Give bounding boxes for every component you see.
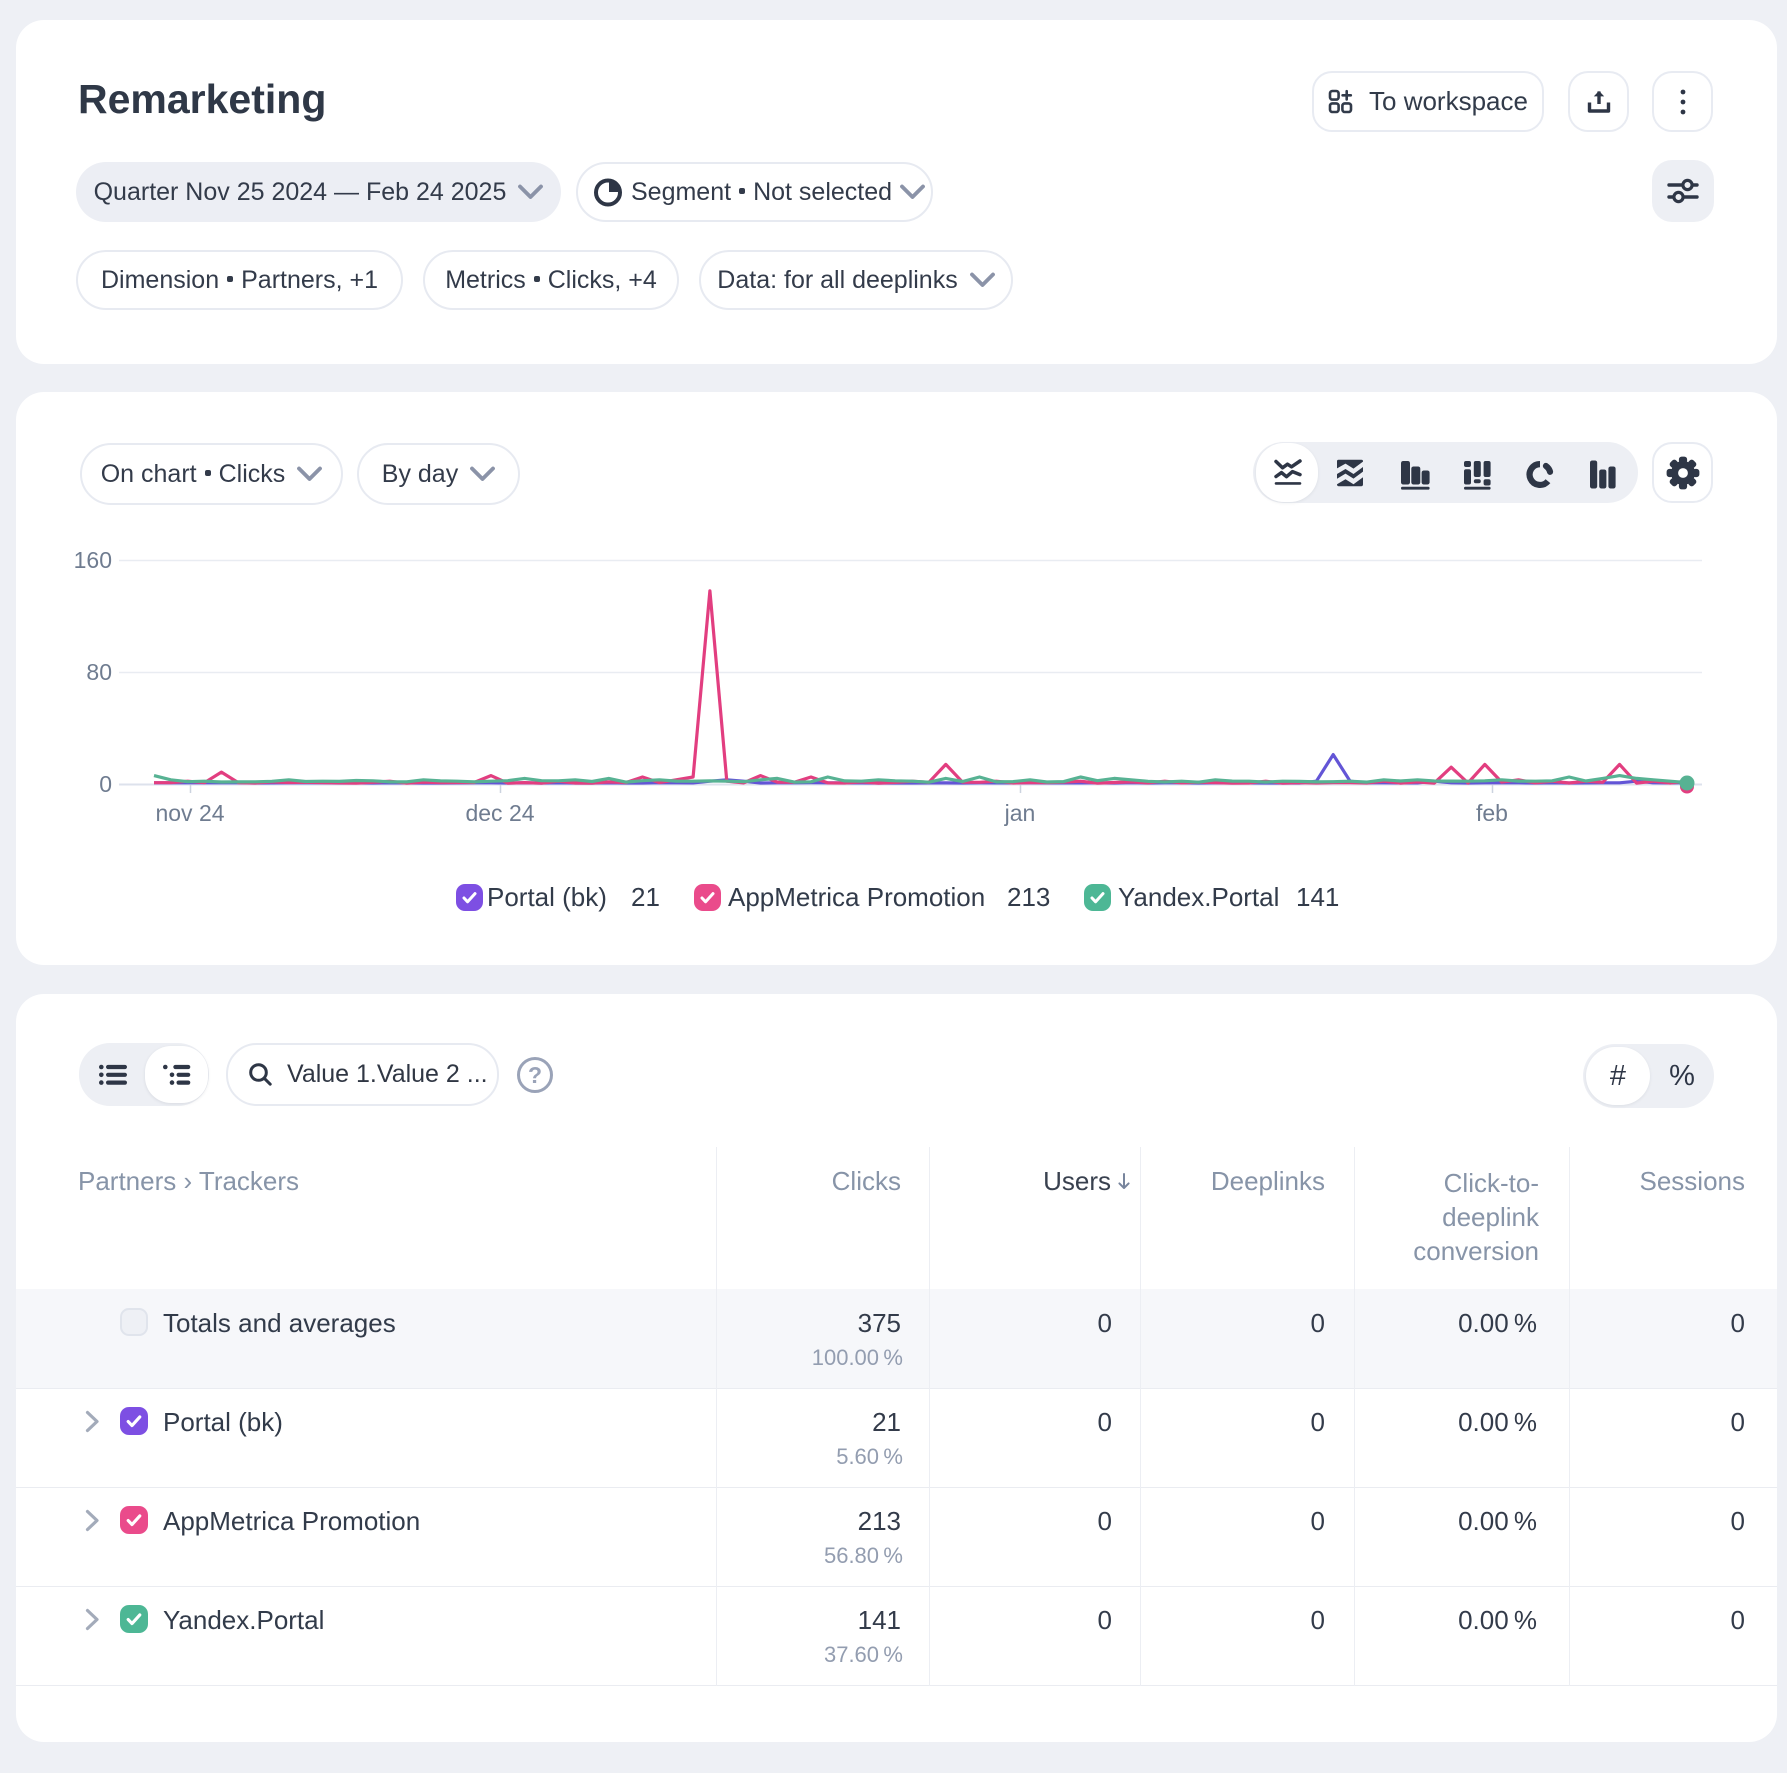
svg-text:jan: jan bbox=[1004, 800, 1036, 826]
svg-text:80: 80 bbox=[86, 659, 112, 685]
svg-text:0: 0 bbox=[99, 771, 112, 797]
svg-text:feb: feb bbox=[1476, 800, 1508, 826]
svg-text:dec 24: dec 24 bbox=[465, 800, 534, 826]
svg-text:nov 24: nov 24 bbox=[155, 800, 224, 826]
svg-text:160: 160 bbox=[74, 547, 112, 573]
